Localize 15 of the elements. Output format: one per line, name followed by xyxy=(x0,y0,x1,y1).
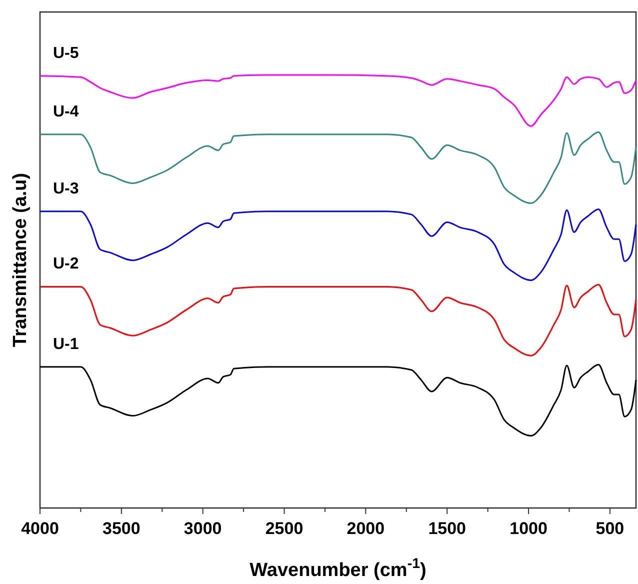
x-tick-label: 2000 xyxy=(346,519,385,538)
x-tick-label: 3500 xyxy=(102,519,140,538)
x-axis-title: Wavenumber (cm$^{-1}$) xyxy=(250,556,426,581)
series-label: U-4 xyxy=(53,103,79,120)
series-label: U-2 xyxy=(53,256,79,273)
series-label: U-5 xyxy=(53,44,79,62)
x-tick-label: 3000 xyxy=(184,519,222,538)
x-tick-label: 1500 xyxy=(428,519,466,538)
x-tick-label: 1000 xyxy=(510,519,548,538)
y-axis-title: Transmittance (a.u) xyxy=(10,172,31,348)
series-label: U-1 xyxy=(53,336,79,353)
x-tick-label: 4000 xyxy=(21,519,59,538)
x-tick-label: 2500 xyxy=(265,519,304,538)
x-tick-label: 500 xyxy=(596,519,624,538)
series-label: U-3 xyxy=(53,180,79,198)
